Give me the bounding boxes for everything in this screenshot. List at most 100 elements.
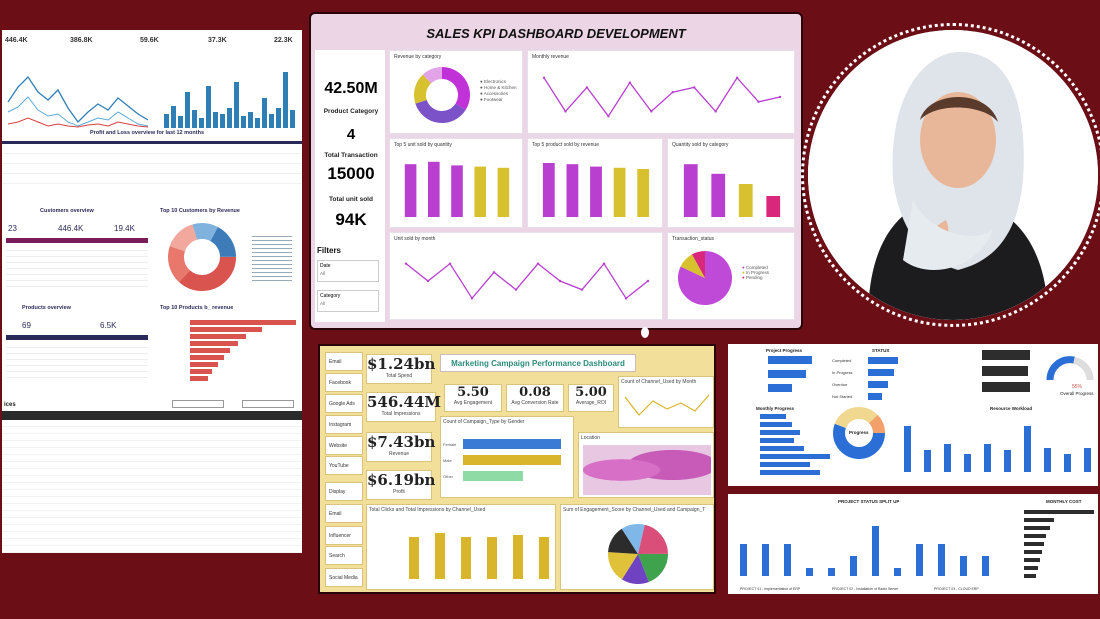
campaign-gender-card: Count of Campaign_Type by Gender Female … <box>440 416 574 498</box>
customers-val-2: 446.4K <box>58 224 84 233</box>
unit-by-month-point <box>580 288 584 291</box>
status-row: Not Started <box>832 392 932 402</box>
channel-nav-search[interactable]: Search <box>325 546 363 565</box>
sales-kpi-panel: 42.50M Product Category 4 Total Transact… <box>315 50 385 322</box>
engagement-title: Sum of Engagement_Score by Channel_Used … <box>563 507 706 513</box>
status-label: Completed <box>832 358 852 363</box>
total-transaction-value: 15000 <box>327 164 375 183</box>
split-title: PROJECT STATUS SPLIT UP <box>838 499 900 504</box>
unit-by-month-point <box>646 279 650 283</box>
project-progress-title: Project Progress <box>766 348 803 353</box>
qty-by-category-bar <box>766 196 781 217</box>
transaction-status-title: Transaction_status <box>672 236 715 242</box>
gender-male: Male <box>443 458 452 463</box>
status-label: In Progress <box>832 370 853 375</box>
project-status-bars <box>982 350 1030 392</box>
invoices-table <box>2 420 302 553</box>
category-filter[interactable]: Category All <box>317 290 379 312</box>
channel-nav-email[interactable]: Email <box>325 504 363 523</box>
legend-electronics: Electronics <box>483 79 506 84</box>
channel-by-month-title: Count of Channel_Used by Month <box>621 379 697 385</box>
kpi-4: 37.3K <box>208 37 227 44</box>
status-list: Completed In Progress Overdue Not Started <box>832 356 932 404</box>
monthly-revenue-line <box>542 76 782 118</box>
qty-by-category-card: Quantity sold by category <box>667 138 795 228</box>
monthly-revenue-point <box>628 81 632 84</box>
marketing-dashboard: Email Facebook Google Ads Instagram Website Y… <box>318 344 716 594</box>
date-filter[interactable]: Date All <box>317 260 379 282</box>
marketing-title: Marketing Campaign Performance Dashboard <box>451 359 625 368</box>
monthly-revenue-point <box>757 100 760 103</box>
transaction-status-card: Transaction_status ● Completed ● In Prog… <box>667 232 795 320</box>
monthly-progress-bars <box>760 414 830 475</box>
channel-nav-email[interactable]: Email <box>325 352 363 371</box>
total-transaction-label: Total Transaction <box>324 152 378 159</box>
channel-nav-google-ads[interactable]: Google Ads <box>325 394 363 413</box>
status-bar <box>868 393 882 400</box>
roi-card: 5.00 Average_ROI <box>568 384 614 412</box>
unit-by-month-point <box>558 279 562 283</box>
gender-other: Other <box>443 474 454 479</box>
channel-nav-youtube[interactable]: YouTube <box>325 456 363 475</box>
monthly-progress-title: Monthly Progress <box>756 406 795 411</box>
overall-progress-gauge <box>1046 356 1094 381</box>
total-spend-label: Total Spend <box>385 373 413 379</box>
unit-by-month-point <box>448 262 452 265</box>
engagement-card: Sum of Engagement_Score by Channel_Used … <box>560 504 714 590</box>
revenue-category-slice <box>415 99 466 124</box>
portrait-ring <box>801 23 1100 327</box>
top10-customers: Top 10 Customers by Revenue <box>154 205 300 295</box>
campaign-gender-bars: Female Male Other <box>443 439 561 481</box>
invoices-filter-2[interactable] <box>242 400 294 408</box>
legend-completed: Completed <box>745 265 768 270</box>
roi-label: Average_ROI <box>575 400 607 406</box>
product-category-value: 4 <box>346 126 356 143</box>
customers-table-header <box>6 238 148 243</box>
category-legend: ● Electronics ● Home & Kitchen ● Accesso… <box>480 79 517 102</box>
top5-quantity-bar <box>451 165 463 217</box>
monthly-revenue-card: Monthly revenue <box>527 50 795 134</box>
progress-donut <box>833 407 885 459</box>
kpi-2: 386.8K <box>70 37 93 44</box>
total-revenue-value: 42.50M <box>324 80 378 97</box>
resource-workload-bars <box>904 426 1091 472</box>
channel-nav-instagram[interactable]: Instagram <box>325 415 363 434</box>
invoices-heading: ices <box>4 402 16 408</box>
finance-kpi-row: 446.4K 386.8K 59.6K 37.3K 22.3K <box>2 30 302 50</box>
top5-revenue-bars <box>542 163 650 217</box>
unit-by-month-point <box>514 288 518 291</box>
total-spend-card: $1.24bn Total Spend <box>366 354 436 384</box>
unit-by-month-point <box>470 297 474 300</box>
revenue-category-slice <box>442 67 470 111</box>
pl-title: Profit and Loss overview for last 12 mon… <box>90 130 204 136</box>
overall-progress-label: Overall Progress <box>1060 391 1094 396</box>
slide-dot <box>641 327 649 338</box>
legend-in-progress: In Progress <box>745 270 769 275</box>
top5-quantity-bars <box>404 161 510 217</box>
channel-nav-influencer[interactable]: Influencer <box>325 526 363 545</box>
channel-nav-website[interactable]: Website <box>325 436 363 455</box>
channel-nav-facebook[interactable]: Facebook <box>325 373 363 392</box>
monthly-revenue-point <box>692 86 696 89</box>
revenue-category-slice <box>414 74 432 104</box>
qty-by-category-title: Quantity sold by category <box>672 142 729 148</box>
channel-nav-display[interactable]: Display <box>325 482 363 501</box>
legend-pending: Pending <box>745 275 763 280</box>
total-spend-value: $1.24bn <box>367 355 436 373</box>
unit-by-month-point <box>426 279 430 283</box>
unit-by-month-point <box>492 271 496 274</box>
transaction-status-slice <box>691 251 705 278</box>
products-val-1: 69 <box>22 321 31 330</box>
conversion-label: Avg Conversion Rate <box>511 400 559 406</box>
invoices-filter-1[interactable] <box>172 400 224 408</box>
qty-by-category-bars <box>683 164 781 217</box>
monthly-revenue-point <box>650 110 653 113</box>
avg-engagement-label: Avg Engagement <box>453 400 493 406</box>
status-row: Completed <box>832 356 932 366</box>
monthly-revenue-point <box>671 91 674 94</box>
status-bar <box>868 357 898 364</box>
project-dashboard-bottom: PROJECT STATUS SPLIT UP PROJECT 01 - Imp… <box>728 494 1098 594</box>
channel-nav-social-media[interactable]: Social Media <box>325 568 363 587</box>
revenue-by-category-title: Revenue by category <box>394 54 442 60</box>
top5-quantity-card: Top 5 unit sold by quantity <box>389 138 523 228</box>
